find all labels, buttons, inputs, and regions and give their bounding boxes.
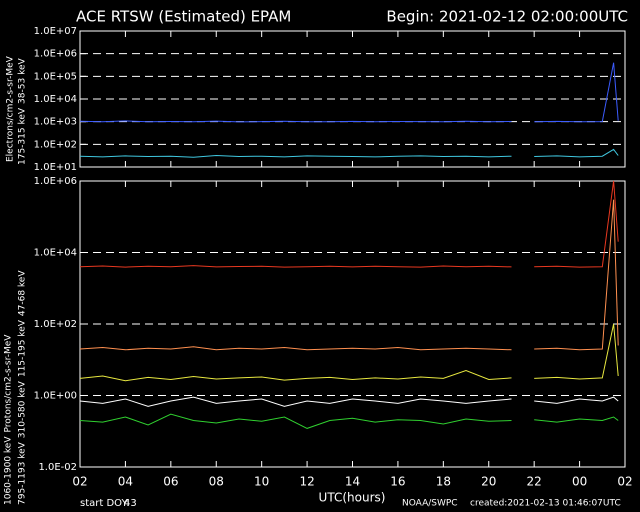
x-tick-label: 14	[345, 475, 360, 489]
x-tick-label: 00	[572, 475, 587, 489]
created: created:2021-02-13 01:46:07UTC	[470, 499, 621, 509]
series-line	[79, 323, 619, 382]
y-axis-label: 175-315 keV	[18, 107, 28, 165]
series-line	[79, 62, 619, 123]
x-tick-label: 10	[254, 475, 269, 489]
y-axis-label: 38-53 keV	[18, 57, 28, 103]
plot-frame	[79, 30, 626, 168]
y-tick-label: 1.0E+00	[34, 391, 77, 402]
plot-frame	[79, 180, 626, 468]
series-line	[79, 180, 619, 268]
x-tick-label: 02	[617, 475, 632, 489]
x-tick-label: 08	[209, 475, 224, 489]
begin-time: Begin: 2021-02-12 02:00:00UTC	[386, 8, 628, 26]
y-axis-label: 47-68 keV	[18, 270, 28, 316]
x-tick-label: 12	[299, 475, 314, 489]
series-line	[79, 413, 619, 429]
y-axis-label: 795-1193 keV	[18, 441, 28, 505]
y-axis-label: 1060-1900 keV	[4, 436, 14, 505]
y-axis-label: 115-195 keV	[18, 319, 28, 377]
x-tick-label: 04	[118, 475, 133, 489]
y-axis-label: Electrons/cm2-s-sr-MeV	[6, 55, 16, 162]
x-axis-label: UTC(hours)	[319, 491, 386, 505]
y-tick-label: 1.0E+02	[34, 319, 77, 330]
doy: 43	[124, 498, 137, 509]
y-tick-label: 1.0E+02	[34, 139, 77, 150]
x-tick-label: 18	[436, 475, 451, 489]
y-tick-label: 1.0E+03	[34, 117, 77, 128]
y-tick-label: 1.0E+05	[34, 71, 77, 82]
y-tick-label: 1.0E+06	[34, 49, 77, 60]
series-line	[79, 199, 619, 351]
y-tick-label: 1.0E+06	[34, 176, 77, 187]
source: NOAA/SWPC	[402, 499, 458, 509]
x-tick-label: 20	[481, 475, 496, 489]
doy-label: start DOY:	[80, 498, 130, 509]
x-tick-label: 16	[390, 475, 405, 489]
y-tick-label: 1.0E+04	[34, 248, 77, 259]
chart-title: ACE RTSW (Estimated) EPAM	[76, 8, 291, 26]
y-tick-label: 1.0E+04	[34, 94, 77, 105]
x-tick-label: 02	[72, 475, 87, 489]
x-tick-label: 06	[163, 475, 178, 489]
y-axis-label: Protons/cm2-s-sr-MeV	[4, 334, 14, 433]
series-line	[79, 148, 619, 158]
y-axis-label: 310-580 keV	[18, 380, 28, 438]
y-tick-label: 1.0E-02	[38, 462, 77, 473]
series-line	[79, 396, 619, 407]
x-tick-label: 22	[527, 475, 542, 489]
y-tick-label: 1.0E+07	[34, 26, 77, 37]
y-tick-label: 1.0E+01	[34, 162, 77, 173]
